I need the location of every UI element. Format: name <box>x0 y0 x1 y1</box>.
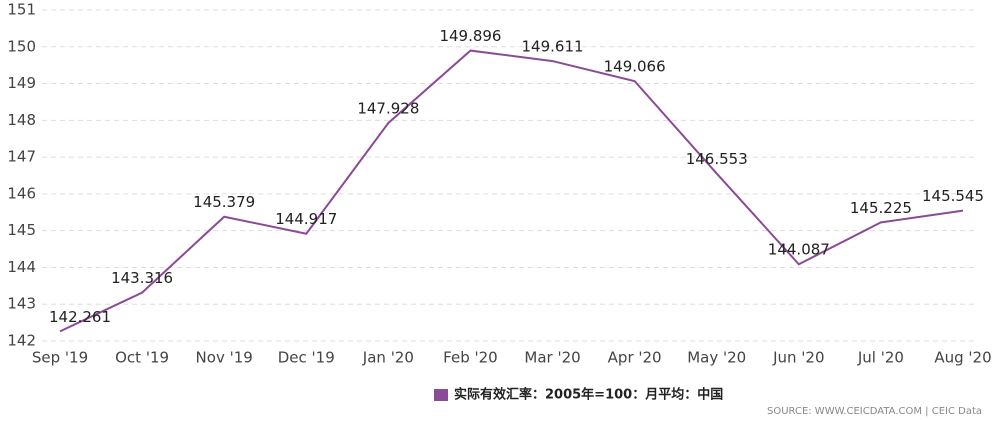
data-label: 145.379 <box>193 193 255 211</box>
x-tick-label: Oct '19 <box>115 349 169 367</box>
data-label: 149.611 <box>522 38 584 56</box>
data-label: 142.261 <box>49 308 111 326</box>
y-tick-label: 148 <box>7 111 36 129</box>
x-tick-label: Nov '19 <box>196 349 253 367</box>
y-tick-label: 149 <box>7 74 36 92</box>
line <box>59 49 964 333</box>
data-label: 147.928 <box>357 99 419 117</box>
x-tick-label: Aug '20 <box>934 349 991 367</box>
legend-swatch <box>434 389 448 401</box>
y-tick-label: 147 <box>7 148 36 166</box>
x-tick-label: Jan '20 <box>362 349 414 367</box>
x-tick-label: Sep '19 <box>32 349 88 367</box>
data-label: 144.917 <box>275 210 337 228</box>
y-tick-label: 145 <box>7 221 36 239</box>
y-tick-label: 150 <box>7 37 36 55</box>
legend-label: 实际有效汇率：2005年=100：月平均：中国 <box>454 387 723 403</box>
x-tick-label: May '20 <box>687 349 746 367</box>
data-label: 143.316 <box>111 269 173 287</box>
x-tick-label: Jul '20 <box>857 349 904 367</box>
data-label: 146.553 <box>686 150 748 168</box>
y-tick-label: 146 <box>7 184 36 202</box>
x-tick-label: Mar '20 <box>524 349 580 367</box>
data-label: 149.896 <box>439 27 501 45</box>
x-tick-label: Apr '20 <box>608 349 662 367</box>
data-label: 149.066 <box>604 58 666 76</box>
x-tick-label: Dec '19 <box>278 349 335 367</box>
data-label: 144.087 <box>768 241 830 259</box>
x-tick-label: Feb '20 <box>443 349 498 367</box>
y-tick-label: 143 <box>7 295 36 313</box>
x-tick-label: Jun '20 <box>772 349 824 367</box>
source: SOURCE: WWW.CEICDATA.COM | CEIC Data <box>767 406 982 417</box>
y-tick-label: 144 <box>7 258 36 276</box>
y-tick-label: 142 <box>7 332 36 350</box>
y-tick-label: 151 <box>7 1 36 19</box>
data-label: 145.225 <box>850 199 912 217</box>
data-label: 145.545 <box>922 187 984 205</box>
